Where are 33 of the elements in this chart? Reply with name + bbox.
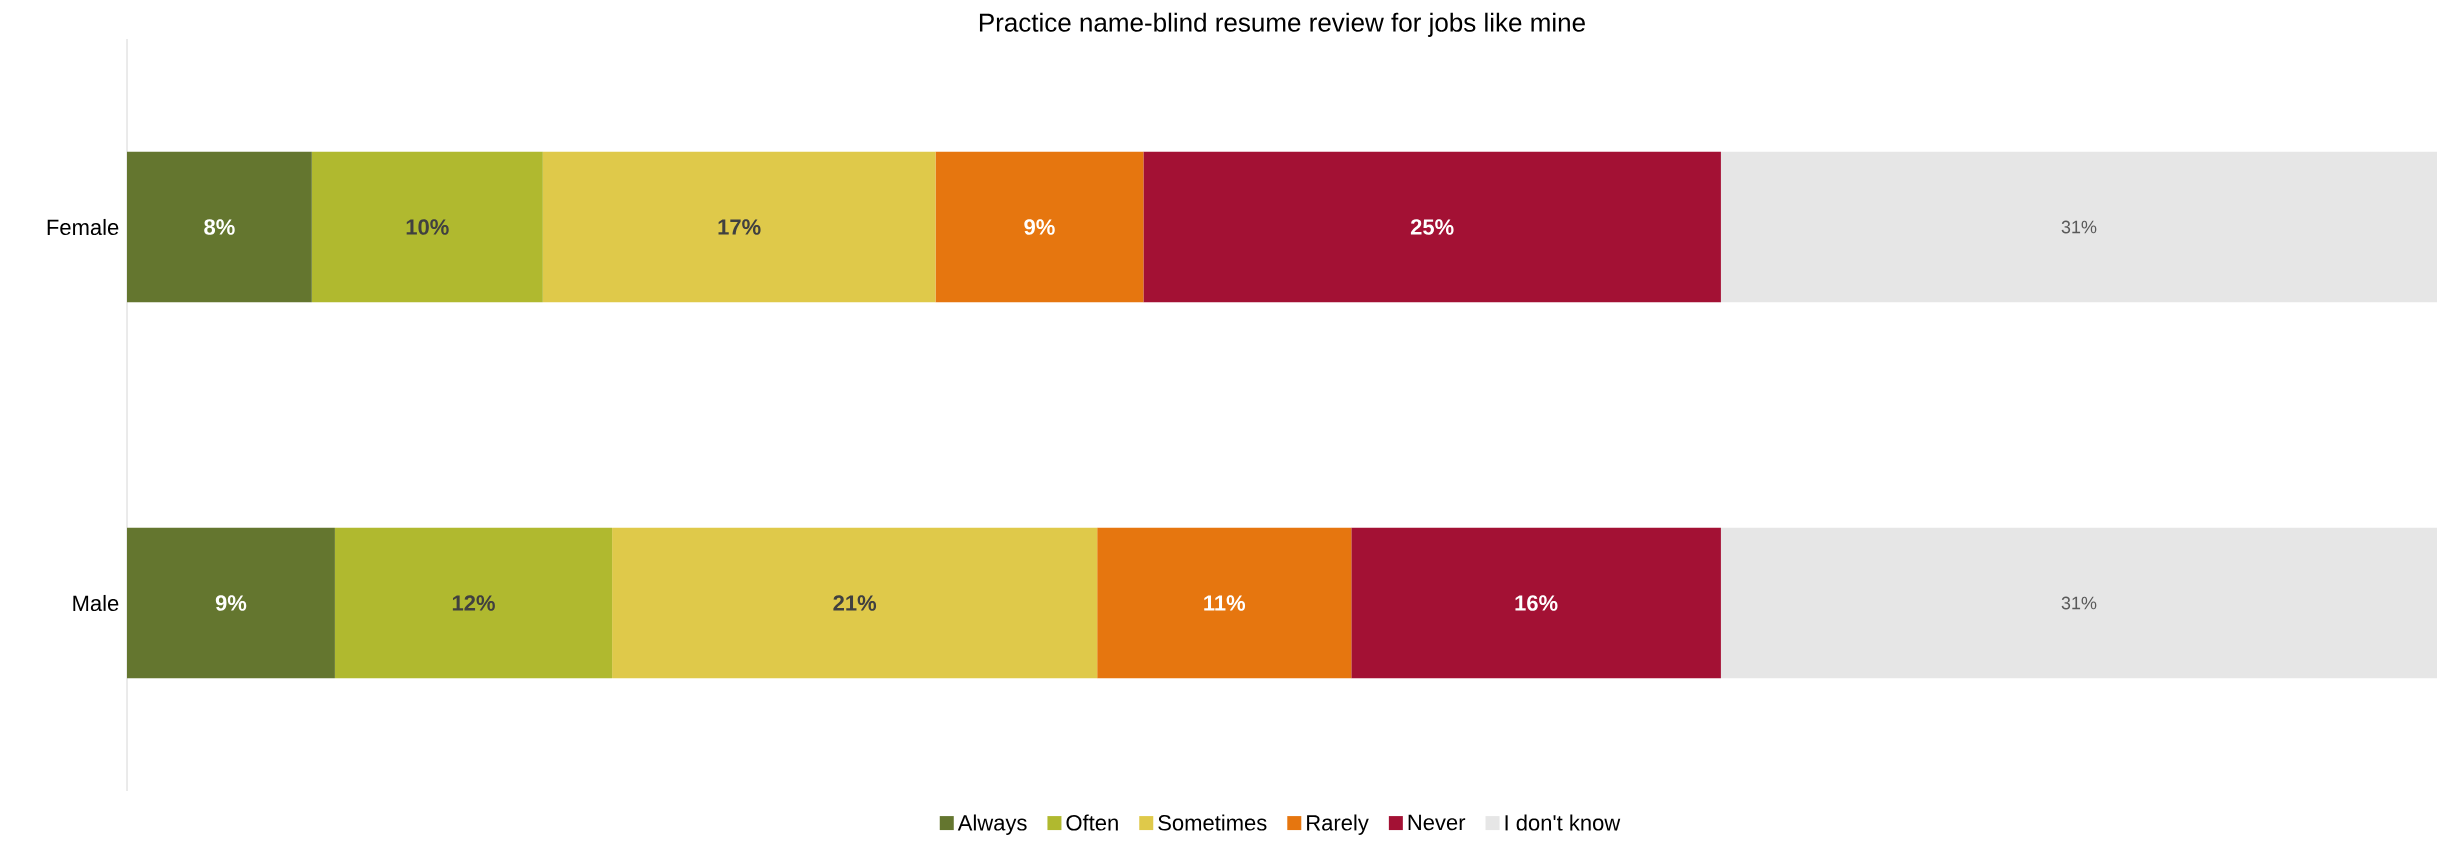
bar [127, 527, 335, 679]
legend-label: Often [1066, 814, 1118, 831]
bar [542, 151, 936, 303]
chart-title: Practice name-blind resume review for jobs like mine [979, 12, 1585, 37]
bar [1720, 527, 2438, 679]
bar [935, 151, 1144, 303]
data-label: 12% [452, 595, 495, 611]
data-label: 21% [833, 595, 877, 611]
y-tick-label: Male [73, 594, 119, 612]
bar [334, 527, 613, 679]
bar [1351, 527, 1721, 679]
legend-label: Never [1408, 814, 1466, 831]
data-label: 11% [1204, 595, 1246, 611]
legend-label: Sometimes [1158, 814, 1267, 831]
bar [1097, 527, 1352, 679]
bar [1143, 151, 1721, 303]
data-label: 8% [204, 219, 235, 235]
data-label: 17% [718, 219, 761, 235]
legend-label: Always [957, 814, 1027, 835]
data-label: 16% [1515, 595, 1558, 611]
data-label: 31% [2061, 220, 2097, 234]
legend-label: I don't know [1505, 814, 1621, 831]
data-label: 31% [2061, 596, 2097, 610]
data-label: 9% [215, 595, 247, 611]
data-label: 25% [1410, 219, 1454, 235]
bar [311, 151, 543, 303]
y-tick-label: Female [47, 218, 119, 236]
data-label: 9% [1024, 219, 1055, 235]
bar [1720, 151, 2438, 303]
legend-label: Rarely [1307, 814, 1369, 835]
data-label: 10% [406, 219, 449, 235]
bar [127, 151, 312, 303]
bar [612, 527, 1098, 679]
